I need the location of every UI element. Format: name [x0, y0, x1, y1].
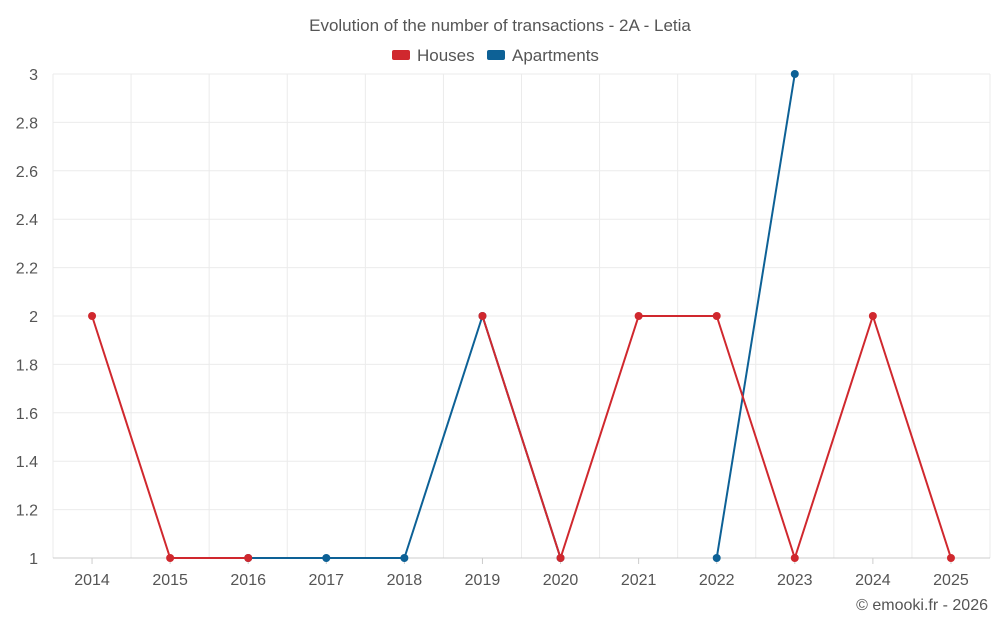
- chart-title: Evolution of the number of transactions …: [309, 16, 691, 35]
- series-layer: [88, 70, 955, 562]
- credit-text: © emooki.fr - 2026: [856, 597, 988, 614]
- data-point-houses-2021[interactable]: [634, 312, 643, 320]
- y-tick-label: 2.8: [16, 115, 38, 132]
- y-tick-label: 1: [29, 551, 38, 568]
- x-tick-label: 2019: [465, 572, 501, 589]
- data-point-houses-2016[interactable]: [244, 554, 253, 562]
- x-tick-label: 2016: [230, 572, 266, 589]
- y-tick-label: 1.2: [16, 503, 38, 520]
- legend-swatch-apartments: [487, 50, 505, 60]
- legend-item-houses[interactable]: Houses: [392, 46, 475, 65]
- x-tick-label: 2018: [387, 572, 423, 589]
- data-point-apartments-2022[interactable]: [712, 554, 721, 562]
- series-houses: [88, 312, 955, 562]
- x-tick-label: 2014: [74, 572, 110, 589]
- x-tick-label: 2025: [933, 572, 969, 589]
- series-line-apartments: [715, 73, 796, 559]
- data-point-houses-2024[interactable]: [868, 312, 877, 320]
- x-tick-label: 2015: [152, 572, 188, 589]
- data-point-apartments-2017[interactable]: [322, 554, 331, 562]
- data-point-houses-2020[interactable]: [556, 554, 565, 562]
- data-point-apartments-2018[interactable]: [400, 554, 409, 562]
- y-tick-label: 1.8: [16, 357, 38, 374]
- x-tick-label: 2022: [699, 572, 735, 589]
- x-tick-label: 2021: [621, 572, 657, 589]
- y-axis: 1 1.2 1.4 1.6 1.8 2 2.2 2.4 2.6 2.8 3: [16, 67, 38, 568]
- data-point-houses-2019[interactable]: [478, 312, 487, 320]
- x-tick-label: 2023: [777, 572, 813, 589]
- legend-label-houses: Houses: [417, 46, 475, 65]
- legend-label-apartments: Apartments: [512, 46, 599, 65]
- legend-item-apartments[interactable]: Apartments: [487, 46, 599, 65]
- y-tick-label: 2.4: [16, 212, 38, 229]
- series-line-houses: [91, 315, 249, 559]
- data-point-houses-2022[interactable]: [712, 312, 721, 320]
- series-line-houses: [481, 315, 952, 559]
- legend: Houses Apartments: [392, 46, 599, 65]
- data-point-houses-2015[interactable]: [166, 554, 175, 562]
- y-tick-label: 1.6: [16, 406, 38, 423]
- legend-swatch-houses: [392, 50, 410, 60]
- y-tick-label: 2: [29, 309, 38, 326]
- grid: [52, 73, 991, 559]
- data-point-apartments-2023[interactable]: [790, 70, 799, 78]
- y-tick-label: 2.2: [16, 261, 38, 278]
- data-point-houses-2025[interactable]: [946, 554, 955, 562]
- y-tick-label: 1.4: [16, 454, 38, 471]
- y-tick-label: 2.6: [16, 164, 38, 181]
- series-line-apartments: [248, 315, 562, 559]
- x-tick-label: 2024: [855, 572, 891, 589]
- x-tick-label: 2020: [543, 572, 579, 589]
- data-point-houses-2014[interactable]: [88, 312, 97, 320]
- data-point-houses-2023[interactable]: [790, 554, 799, 562]
- x-axis: 2014 2015 2016 2017 2018 2019 2020 2021 2022 2023…: [53, 557, 990, 589]
- y-tick-label: 3: [29, 67, 38, 84]
- x-tick-label: 2017: [308, 572, 344, 589]
